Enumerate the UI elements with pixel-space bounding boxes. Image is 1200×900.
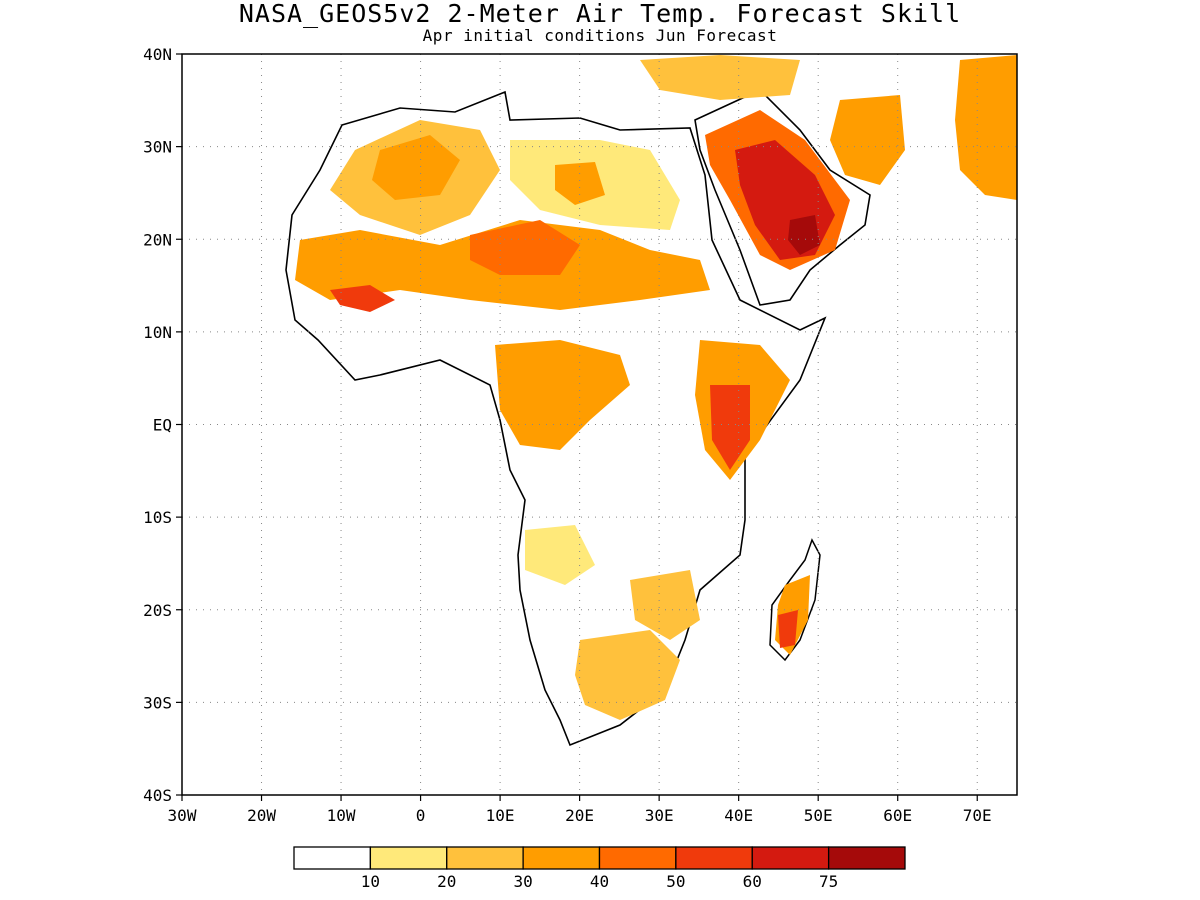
colorbar-swatch bbox=[369, 846, 448, 870]
colorbar-label: 30 bbox=[513, 872, 532, 891]
lat-tick-label: 40S bbox=[143, 786, 172, 805]
lon-tick-label: 30E bbox=[645, 806, 674, 825]
lon-tick-label: 50E bbox=[804, 806, 833, 825]
skill-area-angola bbox=[525, 525, 595, 585]
skill-area-pakistan bbox=[955, 55, 1017, 200]
colorbar-label: 50 bbox=[666, 872, 685, 891]
skill-area-arabia-peak bbox=[788, 215, 820, 255]
lon-tick-label: 30W bbox=[168, 806, 197, 825]
colorbar-label: 40 bbox=[590, 872, 609, 891]
colorbar-swatch bbox=[522, 846, 601, 870]
colorbar-swatch bbox=[598, 846, 677, 870]
lon-tick-label: 20W bbox=[247, 806, 276, 825]
lat-tick-label: 30N bbox=[143, 138, 172, 157]
lat-tick-label: 40N bbox=[143, 45, 172, 64]
colorbar-label: 10 bbox=[361, 872, 380, 891]
colorbar-label: 60 bbox=[743, 872, 762, 891]
colorbar-swatch bbox=[675, 846, 753, 870]
skill-area-iran bbox=[830, 95, 905, 185]
skill-shading bbox=[182, 54, 1017, 795]
lat-tick-label: 10S bbox=[143, 508, 172, 527]
skill-area-libya-core bbox=[555, 162, 605, 205]
skill-area-sahel-core bbox=[470, 220, 580, 275]
latitude-axis: 40N 30N 20N 10N EQ 10S 20S 30S 40S bbox=[143, 45, 182, 805]
lat-tick-label: 20N bbox=[143, 230, 172, 249]
lon-tick-label: 0 bbox=[416, 806, 426, 825]
skill-area-congo bbox=[495, 340, 630, 450]
colorbar-label: 75 bbox=[819, 872, 838, 891]
lon-tick-label: 10E bbox=[486, 806, 515, 825]
skill-area-madagascar-core bbox=[778, 610, 798, 648]
skill-area-mozambique bbox=[630, 570, 700, 640]
lon-tick-label: 20E bbox=[565, 806, 594, 825]
colorbar-label: 20 bbox=[437, 872, 456, 891]
lat-tick-label: 10N bbox=[143, 323, 172, 342]
skill-area-kenya bbox=[710, 385, 750, 470]
colorbar-swatch bbox=[293, 846, 372, 870]
colorbar-swatch bbox=[827, 846, 906, 870]
map-title: NASA_GEOS5v2 2-Meter Air Temp. Forecast … bbox=[238, 0, 962, 28]
lon-tick-label: 70E bbox=[963, 806, 992, 825]
map-subtitle: Apr initial conditions Jun Forecast bbox=[422, 26, 778, 45]
lat-tick-label: 20S bbox=[143, 601, 172, 620]
colorbar: 10 20 30 40 50 60 75 bbox=[293, 846, 906, 891]
lon-tick-label: 40E bbox=[724, 806, 753, 825]
skill-area-sahara-west-core bbox=[372, 135, 460, 200]
colorbar-swatch bbox=[446, 846, 524, 870]
lon-tick-label: 10W bbox=[327, 806, 356, 825]
skill-area-mediterranean-north bbox=[640, 55, 800, 100]
skill-area-west-coast bbox=[330, 285, 395, 312]
lat-tick-label: EQ bbox=[153, 416, 172, 435]
lat-tick-label: 30S bbox=[143, 693, 172, 712]
skill-area-south-africa bbox=[575, 630, 680, 720]
colorbar-swatch bbox=[751, 846, 830, 870]
lon-tick-label: 60E bbox=[883, 806, 912, 825]
longitude-axis: 30W 20W 10W 0 10E 20E 30E 40E 50E 60E 70E bbox=[168, 795, 992, 825]
